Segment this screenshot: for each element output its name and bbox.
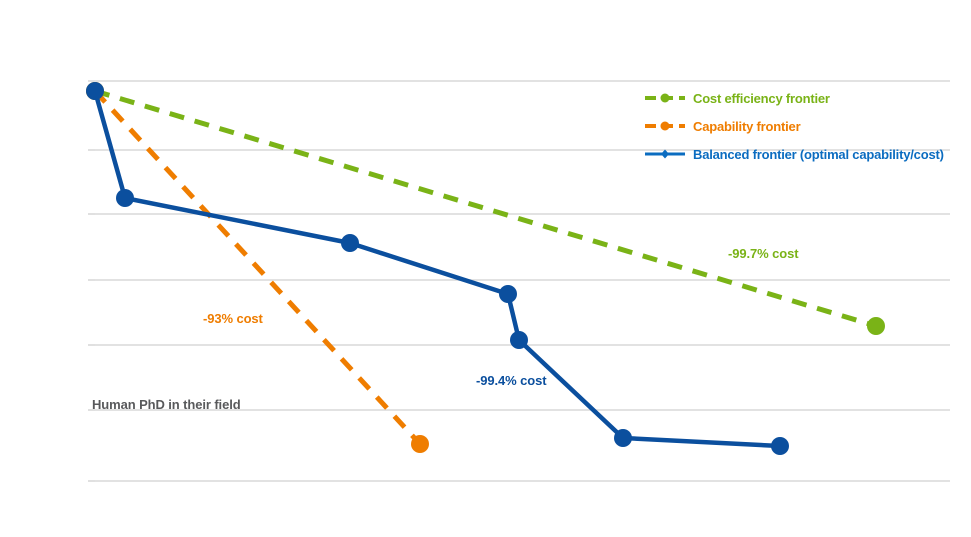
legend-swatch-blue-solid-icon [645, 147, 685, 161]
legend-item-balanced-frontier[interactable]: Balanced frontier (optimal capability/co… [645, 140, 965, 168]
series-markers-blue [86, 82, 789, 455]
series-line-green [94, 88, 877, 329]
data-point [614, 429, 632, 447]
series-line-orange [93, 89, 422, 446]
data-point [341, 234, 359, 252]
annotation-capability: -93% cost [203, 311, 263, 326]
data-point [411, 435, 429, 453]
legend-item-capability-frontier[interactable]: Capability frontier [645, 112, 965, 140]
data-point [771, 437, 789, 455]
legend-label-cost-efficiency-frontier: Cost efficiency frontier [693, 90, 830, 106]
legend-swatch-orange-dashed-icon [645, 119, 685, 133]
annotation-cost-efficiency: -99.7% cost [728, 246, 799, 261]
data-point [116, 189, 134, 207]
y-axis-ticks [88, 80, 95, 482]
annotation-human-phd-baseline: Human PhD in their field [92, 397, 241, 412]
legend-label-capability-frontier: Capability frontier [693, 118, 801, 134]
legend-item-cost-efficiency-frontier[interactable]: Cost efficiency frontier [645, 84, 965, 112]
data-point [867, 317, 885, 335]
data-point [86, 82, 104, 100]
series-balanced-frontier [86, 82, 789, 455]
legend-swatch-green-dashed-icon [645, 91, 685, 105]
annotation-balanced: -99.4% cost [476, 373, 547, 388]
data-point [499, 285, 517, 303]
legend-label-balanced-frontier: Balanced frontier (optimal capability/co… [693, 146, 944, 162]
data-point [510, 331, 528, 349]
chart-legend: Cost efficiency frontier Capability fron… [645, 84, 965, 168]
